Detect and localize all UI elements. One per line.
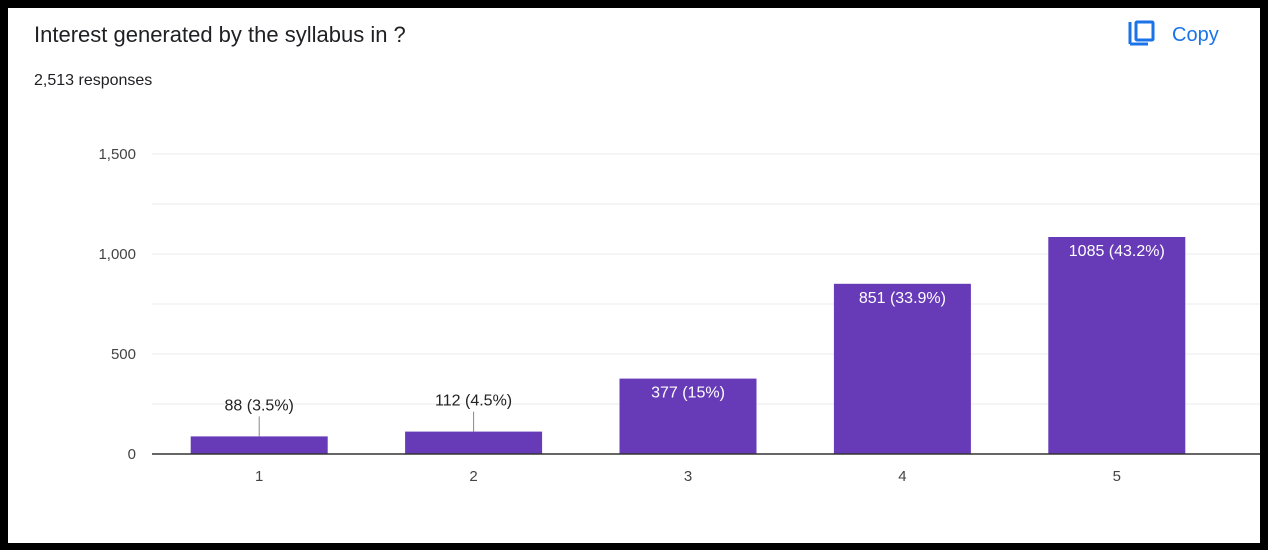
x-tick-label: 1	[255, 468, 263, 485]
data-label: 1085 (43.2%)	[1069, 243, 1165, 260]
copy-button[interactable]: Copy	[1126, 20, 1219, 50]
bar	[190, 436, 328, 454]
response-count: 2,513 responses	[34, 72, 153, 89]
bar	[405, 431, 543, 454]
bar	[619, 378, 757, 454]
x-tick-label: 5	[1113, 468, 1121, 485]
x-tick-label: 2	[469, 468, 477, 485]
copy-icon	[1126, 20, 1160, 50]
bar	[833, 283, 971, 454]
copy-label: Copy	[1172, 23, 1219, 46]
data-label: 377 (15%)	[651, 385, 725, 402]
x-tick-label: 3	[684, 468, 692, 485]
y-tick-label: 0	[128, 446, 136, 463]
data-label: 88 (3.5%)	[225, 397, 294, 414]
data-label: 851 (33.9%)	[859, 290, 946, 307]
y-tick-label: 1,000	[98, 246, 136, 263]
y-tick-label: 500	[111, 346, 136, 363]
x-tick-label: 4	[898, 468, 906, 485]
bar	[1048, 237, 1186, 454]
chart-card: Interest generated by the syllabus in ? …	[8, 8, 1260, 543]
y-tick-label: 1,500	[98, 146, 136, 163]
data-label: 112 (4.5%)	[435, 393, 512, 410]
bar-chart: 0 500 1,000 1,500 88 (3.5%) 1 112 (4.5%) 2 377 (…	[98, 146, 1260, 485]
chart-title: Interest generated by the syllabus in ?	[34, 22, 406, 47]
